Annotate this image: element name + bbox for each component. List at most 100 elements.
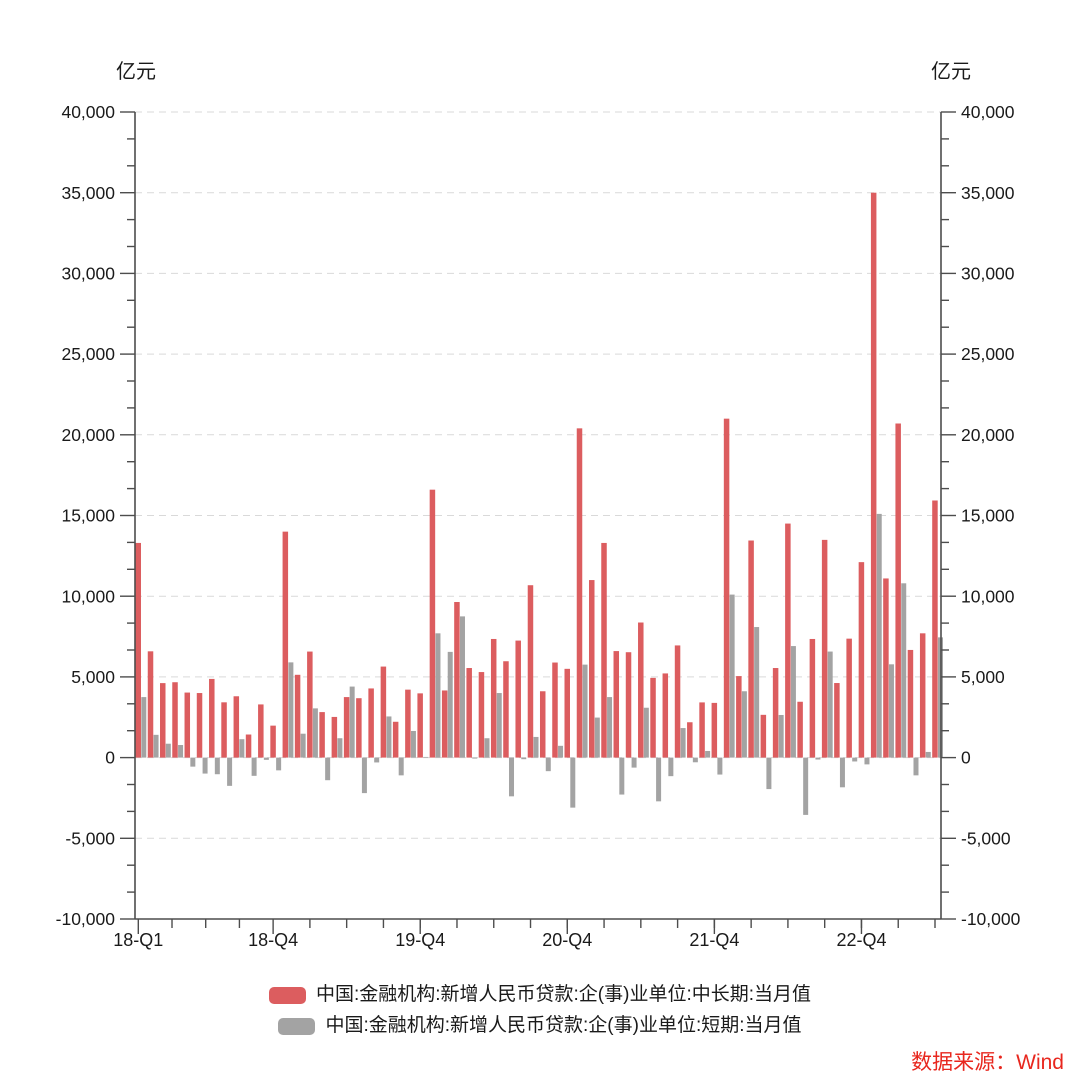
y-axis-label-left: 25,000 (61, 344, 115, 364)
bar (209, 678, 215, 758)
y-axis-label-right: -5,000 (961, 828, 1011, 848)
bar (852, 757, 858, 762)
bar (319, 712, 325, 758)
bar (638, 622, 644, 758)
bar (392, 721, 399, 758)
bar (552, 662, 558, 758)
bar (160, 683, 166, 758)
bar (398, 757, 404, 776)
bar (459, 616, 465, 758)
bar (251, 757, 257, 776)
bar (827, 651, 833, 758)
bar (202, 757, 208, 774)
bar (864, 757, 870, 765)
bar (650, 677, 656, 758)
bar (429, 489, 436, 758)
bar (410, 730, 416, 758)
bar (178, 745, 184, 758)
bar (717, 757, 723, 775)
bar (625, 652, 632, 758)
bar (723, 418, 730, 758)
bar (172, 682, 178, 758)
bar (619, 757, 625, 795)
bar (809, 638, 816, 758)
bar (925, 751, 931, 758)
x-axis-label: 21-Q4 (689, 930, 739, 950)
bar (594, 717, 600, 758)
y-axis-label-right: 25,000 (961, 344, 1015, 364)
x-axis-label: 18-Q1 (113, 930, 163, 950)
bar (441, 690, 448, 758)
bar (778, 714, 784, 758)
bar (692, 757, 698, 763)
y-axis-label-right: 10,000 (961, 586, 1015, 606)
x-axis-label: 18-Q4 (248, 930, 298, 950)
bar (631, 757, 637, 768)
loan-bar-chart: -10,000 -10,000 -5,000 -5,000 0 0 5,000 5,000 10… (56, 60, 1021, 950)
bar (349, 686, 355, 758)
bar (374, 757, 380, 763)
bar (184, 692, 191, 758)
bar (294, 674, 301, 758)
legend-item-medium-long-term: 中国:金融机构:新增人民币贷款:企(事)业单位:中长期:当月值 (268, 985, 811, 1005)
bar (656, 757, 662, 802)
bar (668, 757, 674, 777)
bar (263, 757, 269, 760)
bar (895, 423, 901, 758)
bar (447, 651, 453, 758)
bar (325, 757, 331, 781)
bar (736, 676, 742, 758)
left-axis-unit: 亿元 (116, 60, 156, 83)
bar (932, 500, 938, 758)
bar (239, 739, 245, 758)
bar (539, 691, 546, 758)
bar (919, 633, 926, 758)
y-axis-label-left: -10,000 (56, 909, 116, 929)
bar (883, 578, 889, 758)
y-axis-label-left: 20,000 (61, 425, 115, 445)
bar (803, 757, 809, 815)
bar (380, 666, 387, 758)
bar (276, 757, 282, 771)
gridlines (135, 111, 941, 839)
x-ticks (137, 919, 936, 934)
bar (729, 594, 735, 758)
bar (361, 757, 367, 794)
bar (834, 683, 840, 758)
bar (423, 756, 429, 758)
y-axis-label-left: 40,000 (61, 102, 115, 122)
bar (227, 757, 233, 786)
bar (478, 672, 485, 758)
bar (643, 707, 649, 758)
bar (760, 714, 767, 758)
bar (876, 513, 882, 758)
x-axis-label: 20-Q4 (542, 930, 592, 950)
bar (839, 757, 845, 788)
bar (196, 693, 203, 758)
bar (790, 646, 796, 758)
bar (190, 757, 196, 767)
bar (699, 702, 705, 758)
bar (147, 651, 154, 758)
bar (527, 585, 534, 758)
legend-swatch-short-term (278, 1017, 316, 1035)
bar (607, 697, 613, 758)
bar (490, 638, 497, 758)
legend-label-short-term: 中国:金融机构:新增人民币贷款:企(事)业单位:短期:当月值 (325, 1015, 802, 1036)
y-axis-label-right: 20,000 (961, 425, 1015, 445)
bar (484, 738, 490, 758)
bar (766, 757, 772, 790)
bar (466, 668, 472, 758)
bar (233, 696, 240, 758)
bar (312, 708, 318, 758)
y-axis-label-right: 40,000 (961, 102, 1015, 122)
bar (870, 192, 877, 758)
x-tick-labels: 18-Q1 18-Q4 19-Q4 20-Q4 21-Q4 22-Q4 (113, 930, 886, 950)
bar (797, 701, 803, 758)
bar (589, 580, 595, 758)
bar (472, 757, 478, 759)
bar (913, 757, 919, 776)
bar (901, 583, 907, 758)
bar (521, 757, 527, 760)
